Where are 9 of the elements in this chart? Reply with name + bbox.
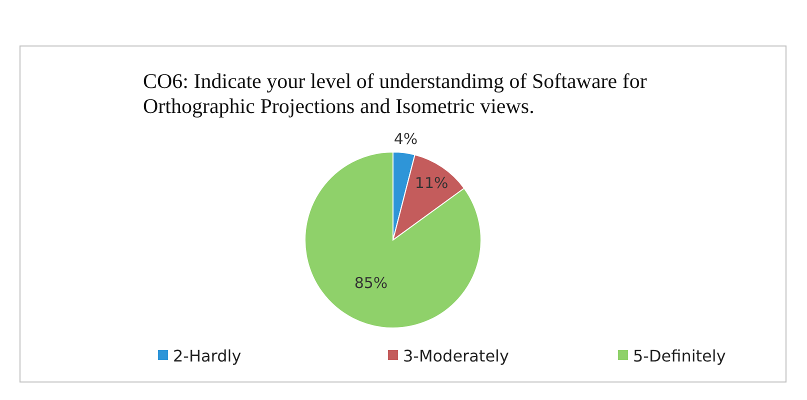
- pie-slice: [392, 154, 465, 240]
- data-label: 85%: [354, 274, 388, 292]
- data-label: 4%: [394, 130, 418, 148]
- chart-title: CO6: Indicate your level of understandimg of Softaware for Orthographic Projections and Isometric views.: [143, 69, 647, 118]
- legend-label: 2-Hardly: [173, 346, 242, 366]
- legend-label: 3-Moderately: [403, 346, 509, 366]
- pie-slice: [304, 152, 482, 328]
- legend-label: 5-Definitely: [633, 346, 726, 366]
- data-label: 11%: [414, 174, 448, 192]
